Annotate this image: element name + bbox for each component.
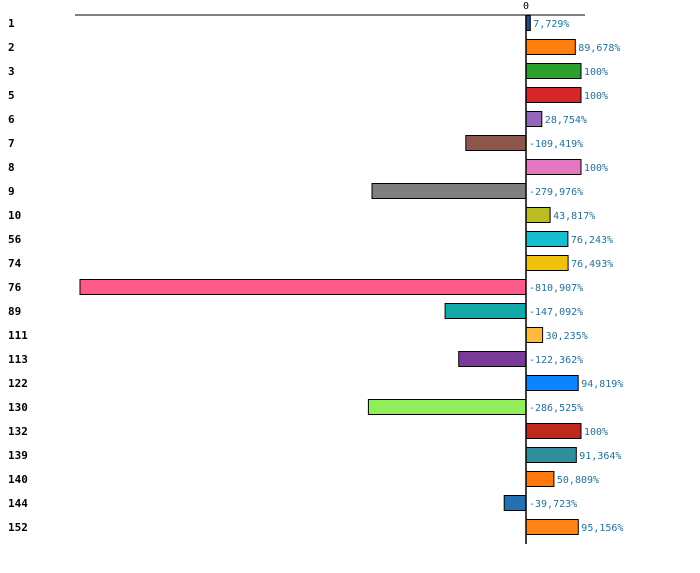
value-label-89: -147,092% [529, 307, 583, 318]
bar-8 [525, 159, 582, 175]
category-label-2: 2 [8, 41, 15, 54]
value-label-6: 28,754% [545, 115, 587, 126]
category-label-152: 152 [8, 521, 28, 534]
value-label-76: -810,907% [529, 283, 583, 294]
bar-89 [444, 303, 527, 319]
value-labels-group: 7,729% 89,678% 100% 100% 28,754% -109,419% 100… [529, 19, 623, 534]
bar-144 [503, 495, 527, 511]
bar-2 [525, 39, 576, 55]
category-label-6: 6 [8, 113, 15, 126]
category-label-122: 122 [8, 377, 28, 390]
value-label-8: 100% [584, 163, 608, 174]
value-label-139: 91,364% [579, 451, 621, 462]
category-label-132: 132 [8, 425, 28, 438]
category-label-8: 8 [8, 161, 15, 174]
value-label-7: -109,419% [529, 139, 583, 150]
bar-74 [525, 255, 569, 271]
bar-130 [367, 399, 527, 415]
bar-140 [525, 471, 555, 487]
category-label-111: 111 [8, 329, 28, 342]
value-label-74: 76,493% [571, 259, 613, 270]
bar-6 [525, 111, 543, 127]
value-label-9: -279,976% [529, 187, 583, 198]
value-label-3: 100% [584, 67, 608, 78]
value-label-144: -39,723% [529, 499, 577, 510]
category-label-144: 144 [8, 497, 28, 510]
value-label-132: 100% [584, 427, 608, 438]
value-label-10: 43,817% [553, 211, 595, 222]
bar-152 [525, 519, 579, 535]
bar-9 [371, 183, 527, 199]
category-label-130: 130 [8, 401, 28, 414]
bar-56 [525, 231, 569, 247]
category-label-1: 1 [8, 17, 15, 30]
value-label-113: -122,362% [529, 355, 583, 366]
value-label-1: 7,729% [533, 19, 569, 30]
bar-10 [525, 207, 551, 223]
category-label-140: 140 [8, 473, 28, 486]
category-label-56: 56 [8, 233, 22, 246]
value-label-2: 89,678% [578, 43, 620, 54]
value-label-56: 76,243% [571, 235, 613, 246]
bar-76 [79, 279, 527, 295]
bar-139 [525, 447, 577, 463]
category-label-76: 76 [8, 281, 22, 294]
bar-5 [525, 87, 582, 103]
bar-111 [525, 327, 544, 343]
bar-113 [458, 351, 527, 367]
bar-7 [465, 135, 527, 151]
category-label-89: 89 [8, 305, 21, 318]
category-label-74: 74 [8, 257, 22, 270]
value-label-5: 100% [584, 91, 608, 102]
value-label-130: -286,525% [529, 403, 583, 414]
category-label-7: 7 [8, 137, 15, 150]
bars-group [79, 15, 582, 535]
category-label-10: 10 [8, 209, 21, 222]
bar-122 [525, 375, 579, 391]
category-label-113: 113 [8, 353, 28, 366]
category-labels-group: 1235678910567476891111131221301321391401… [8, 17, 28, 534]
value-label-111: 30,235% [546, 331, 588, 342]
category-label-9: 9 [8, 185, 15, 198]
category-label-139: 139 [8, 449, 28, 462]
value-label-122: 94,819% [581, 379, 623, 390]
value-label-152: 95,156% [581, 523, 623, 534]
category-label-5: 5 [8, 89, 15, 102]
value-label-140: 50,809% [557, 475, 599, 486]
zero-tick-label: 0 [523, 1, 529, 12]
category-label-3: 3 [8, 65, 15, 78]
bar-3 [525, 63, 582, 79]
bar-132 [525, 423, 582, 439]
